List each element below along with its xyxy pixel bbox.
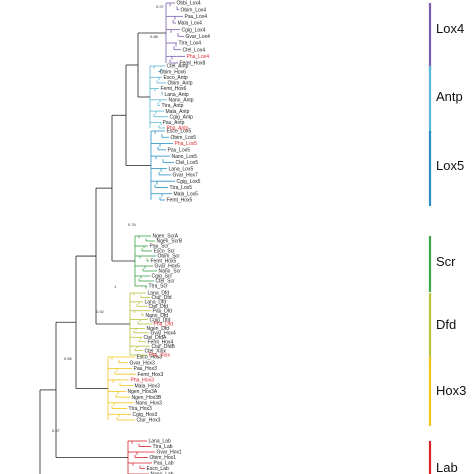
support-value: 0.76 bbox=[128, 222, 137, 227]
tip-label: Lana_Lox5 bbox=[169, 166, 194, 172]
tip-label: Femt_Hox5 bbox=[151, 259, 177, 265]
tip-label: Nano_Dfd bbox=[146, 313, 169, 319]
tip-label: Esco_Scr bbox=[154, 249, 176, 255]
support-value: 0.97 bbox=[52, 428, 61, 433]
tip-label: Ctel_Dfd bbox=[149, 304, 169, 310]
tip-label: Esco_Hox3 bbox=[137, 355, 163, 361]
support-value: 0.92 bbox=[96, 309, 105, 314]
tip-label: Mala_Lox4 bbox=[178, 21, 203, 27]
tip-label: Obim_Antp bbox=[168, 81, 193, 87]
tip-label: Lana_Lab bbox=[149, 439, 171, 445]
tip-label: Gvar_Hox5 bbox=[155, 264, 181, 270]
tip-label: Pau_Lab bbox=[154, 461, 174, 467]
tip-label: Ttra_Scr bbox=[149, 284, 169, 290]
tip-label: Ngen_Dfd bbox=[147, 326, 170, 332]
tip-label: Cgig_Lox5 bbox=[177, 179, 201, 185]
tip-label: Esco_Lab bbox=[147, 466, 169, 472]
tip-label: Obim_Hox6 bbox=[160, 69, 187, 75]
tip-label: Ctel_Antp bbox=[167, 64, 189, 70]
tip-label: Obim_Lox4 bbox=[181, 7, 207, 13]
tip-label: Pau_Dfd bbox=[153, 308, 173, 314]
tip-label: Gvar_Lox4 bbox=[186, 34, 211, 40]
tip-label: Pha_Xlox bbox=[149, 353, 171, 359]
tip-label: Femt_Hox6 bbox=[161, 86, 187, 92]
tip-label: Pau_Antp bbox=[163, 120, 185, 126]
tip-labels: Obbi_Lox4Obim_Lox4Pau_Lox4Mala_Lox4Cgig_… bbox=[128, 1, 211, 474]
tip-label: Ttra_Lab bbox=[153, 444, 173, 450]
tip-label: Ctur_DfdB bbox=[152, 344, 176, 350]
tip-label: Ctel_DfdA bbox=[144, 335, 167, 341]
tip-label: Pha_Antp bbox=[167, 126, 189, 132]
clade-label-lox4: Lox4 bbox=[436, 21, 464, 36]
tree-branches bbox=[39, 2, 185, 474]
support-value: 1 bbox=[114, 284, 117, 289]
tip-label: Mala_Hox3 bbox=[135, 383, 161, 389]
tip-label: Femt_Hox4 bbox=[148, 339, 174, 345]
tip-label: Femt_Hox5 bbox=[167, 198, 193, 204]
tip-label: Esco_Antp bbox=[164, 75, 188, 81]
support-value: 0.88 bbox=[150, 34, 159, 39]
tip-label: Ngen_Hox3A bbox=[128, 389, 158, 395]
tip-label: Ngen_ScrA bbox=[153, 234, 179, 240]
tip-label: Cgig_Hox3 bbox=[133, 412, 158, 418]
tip-label: Mala_Lox5 bbox=[174, 191, 199, 197]
tip-label: Cgig_Scr bbox=[152, 274, 173, 280]
tip-label: Pau_Lox4 bbox=[185, 14, 208, 20]
tip-label: Gvar_Hox3 bbox=[130, 360, 156, 366]
tip-label: Ngen_ScrB bbox=[157, 239, 183, 245]
clade-brackets: Lox4 Antp Lox5 Scr Dfd Hox3 Lab bbox=[428, 3, 466, 474]
tip-label: Ctel_Lox4 bbox=[183, 47, 206, 53]
tip-label: Lana_Antp bbox=[165, 92, 189, 98]
clade-label-lab: Lab bbox=[436, 460, 458, 474]
tip-label: Ngen_Hox3B bbox=[132, 395, 162, 401]
tip-label: Nano_Lab bbox=[151, 472, 174, 474]
tip-label: Mala_Antp bbox=[166, 109, 190, 115]
tip-label: Femt_Hox3 bbox=[138, 372, 164, 378]
tip-label: Ctel_Lox5 bbox=[176, 160, 199, 166]
tip-label: Gvar_Hox4 bbox=[151, 331, 177, 337]
support-value: 0.56 bbox=[64, 356, 73, 361]
tip-label: Gvar_Hox1 bbox=[157, 450, 183, 456]
tip-label: Pha_Dfd bbox=[154, 322, 174, 328]
tip-label: Pau_Lox5 bbox=[168, 148, 191, 154]
tip-label: Cgig_Antp bbox=[170, 114, 194, 120]
tip-label: Ctur_Hox3 bbox=[137, 418, 161, 424]
clade-label-hox3: Hox3 bbox=[436, 383, 466, 398]
tip-label: Cgig_Dfd bbox=[150, 317, 171, 323]
tip-label: Ttra_Antp bbox=[162, 103, 184, 109]
tip-label: Obim_Lox5 bbox=[171, 135, 197, 141]
tip-label: Ttra_Lox5 bbox=[170, 185, 193, 191]
tip-label: Nano_Antp bbox=[169, 98, 194, 104]
tip-label: Obim_Hox1 bbox=[150, 455, 177, 461]
tip-label: Obbi_Lox4 bbox=[177, 1, 201, 7]
tip-label: Ctel_Scr bbox=[156, 279, 176, 285]
clade-label-dfd: Dfd bbox=[436, 317, 456, 332]
tip-label: Esco_Lox5 bbox=[167, 129, 192, 135]
tip-label: Lana_Dfd bbox=[145, 300, 167, 306]
tip-label: Nano_Hox3 bbox=[136, 401, 163, 407]
support-values: 0.97 0.88 0.76 1 0.92 0.56 0.97 bbox=[52, 4, 165, 433]
tip-label: Pau_Hox3 bbox=[134, 366, 158, 372]
clade-label-lox5: Lox5 bbox=[436, 158, 464, 173]
tip-label: Pau_Scr bbox=[150, 244, 170, 250]
tip-label: Ttra_Lox4 bbox=[179, 41, 202, 47]
tip-label: Pha_Lox4 bbox=[187, 54, 210, 60]
tip-label: Pha_Lox5 bbox=[175, 141, 198, 147]
tip-label: Ctur_Dfd bbox=[152, 295, 172, 301]
tip-label: Nano_Lox5 bbox=[172, 154, 198, 160]
tip-label: Ctel_Xlox bbox=[145, 348, 167, 354]
clade-label-antp: Antp bbox=[436, 89, 463, 104]
tip-label: Cgig_Lox4 bbox=[182, 27, 206, 33]
tip-label: Pha_Hox3 bbox=[131, 378, 155, 384]
clade-label-scr: Scr bbox=[436, 254, 456, 269]
tip-label: Femt_Hox8 bbox=[180, 61, 206, 67]
tip-label: Ttra_Hox3 bbox=[129, 406, 153, 412]
support-value: 0.97 bbox=[156, 4, 165, 9]
tip-label: Nano_Scr bbox=[159, 269, 182, 275]
tip-label: Gvar_Hox7 bbox=[173, 173, 199, 179]
tip-label: Lana_Dfd bbox=[148, 291, 170, 297]
tip-label: Obim_Scr bbox=[158, 254, 181, 260]
